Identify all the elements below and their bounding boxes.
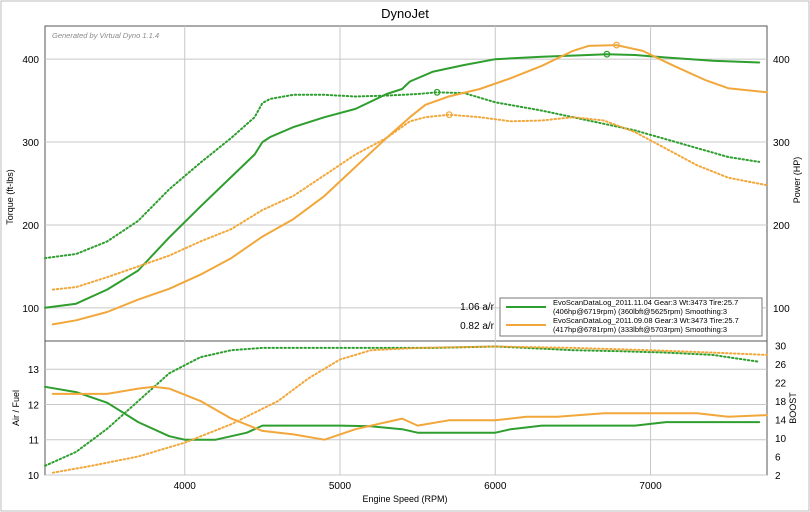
- torque-tick-label: 300: [22, 138, 39, 149]
- power-torque-series-0-solid: [44, 53, 761, 309]
- power-tick-label: 100: [773, 304, 790, 315]
- torque-tick-label: 200: [22, 221, 39, 232]
- legend-entry-2-line-1: EvoScanDataLog_2011.09.08 Gear:3 Wt:3473…: [553, 316, 739, 325]
- top-series: [44, 41, 768, 326]
- air-fuel-tick-label: 13: [28, 365, 40, 376]
- power-torque-series-2-solid: [51, 44, 768, 326]
- power-axis-label: Power (HP): [792, 157, 802, 204]
- legend-afr-label-1: 1.06 a/r: [460, 302, 495, 313]
- power-torque-peak-marker-0: [603, 50, 611, 58]
- power-torque-peak-marker-1: [433, 88, 441, 96]
- x-tick-label: 6000: [484, 481, 507, 492]
- afr-boost-series-3-dotted: [51, 345, 768, 474]
- legend-box: [499, 297, 763, 337]
- torque-tick-label: 400: [22, 55, 39, 66]
- power-tick-label: 200: [773, 221, 790, 232]
- power-torque-series-3-dotted: [51, 113, 768, 291]
- rpm-axis-label: Engine Speed (RPM): [362, 494, 447, 504]
- boost-tick-label: 10: [775, 434, 787, 445]
- x-tick-label: 4000: [174, 481, 197, 492]
- afr-boost-series-1-dotted: [44, 345, 761, 467]
- legend-entry-1-line-1: EvoScanDataLog_2011.11.04 Gear:3 Wt:3473…: [553, 298, 738, 307]
- legend-entry-2-line-2: (417hp@6781rpm) (333lbft@5703rpm) Smooth…: [553, 325, 727, 334]
- bottom-plot-frame: [44, 340, 768, 476]
- air-fuel-tick-label: 12: [28, 400, 40, 411]
- boost-tick-label: 14: [775, 416, 787, 427]
- afr-boost-series-2-solid: [51, 385, 768, 441]
- boost-tick-label: 22: [775, 379, 787, 390]
- bottom-series: [44, 345, 768, 474]
- boost-tick-label: 30: [775, 342, 787, 353]
- boost-tick-label: 18: [775, 397, 787, 408]
- chart-title: DynoJet: [381, 6, 429, 21]
- boost-axis-label: BOOST: [788, 392, 798, 424]
- boost-tick-label: 26: [775, 360, 787, 371]
- boost-tick-label: 2: [775, 471, 781, 482]
- power-torque-peak-marker-3: [445, 111, 453, 119]
- torque-tick-label: 100: [22, 304, 39, 315]
- air-fuel-tick-label: 11: [29, 436, 40, 447]
- axis-ticks: 4000 5000 6000 7000 100 200 300 400 100 200 300 400…: [22, 55, 790, 492]
- legend-afr-label-2: 0.82 a/r: [460, 321, 495, 332]
- power-torque-peak-marker-2: [613, 41, 620, 49]
- afr-boost-series-0-solid: [44, 385, 761, 441]
- legend-entry-1-line-2: (406hp@6719rpm) (360lbft@5625rpm) Smooth…: [553, 307, 727, 316]
- power-torque-series-1-dotted: [44, 91, 761, 260]
- power-tick-label: 300: [773, 138, 790, 149]
- generated-by-note: Generated by Virtual Dyno 1.1.4: [52, 31, 159, 40]
- x-tick-label: 7000: [639, 481, 662, 492]
- bottom-grid: [45, 341, 767, 476]
- x-tick-label: 5000: [329, 481, 352, 492]
- power-tick-label: 400: [773, 55, 790, 66]
- legend: 1.06 a/r 0.82 a/r EvoScanDataLog_2011.11…: [460, 297, 763, 337]
- air-fuel-axis-label: Air / Fuel: [11, 390, 21, 426]
- torque-axis-label: Torque (ft-lbs): [5, 169, 15, 225]
- boost-tick-label: 6: [775, 453, 781, 464]
- air-fuel-tick-label: 10: [28, 471, 40, 482]
